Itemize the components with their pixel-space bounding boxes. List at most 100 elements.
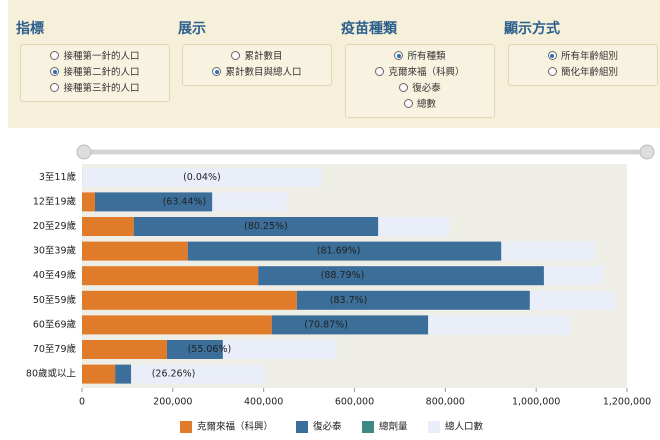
x-tick-label: 400,000 bbox=[244, 397, 283, 408]
y-tick-label: 12至19歲 bbox=[33, 195, 77, 207]
radio-option[interactable]: 總數 bbox=[346, 97, 494, 113]
legend-label: 總人口數 bbox=[445, 421, 484, 433]
radio-button[interactable] bbox=[399, 83, 409, 92]
bar-segment bbox=[187, 241, 502, 261]
population-bar bbox=[82, 167, 322, 187]
legend-swatch bbox=[428, 421, 440, 433]
legend-label: 復必泰 bbox=[313, 421, 342, 433]
y-tick-label: 40至49歲 bbox=[33, 269, 77, 281]
bar-segment bbox=[82, 217, 134, 236]
group-title: 疫苗種類 bbox=[341, 21, 397, 37]
bar-segment bbox=[82, 364, 116, 384]
options-box: 所有種類克爾來福（科興） 復必泰總數 bbox=[345, 44, 495, 118]
slider-handle[interactable] bbox=[76, 144, 92, 160]
radio-option[interactable]: 累計數目與總人口 bbox=[183, 65, 331, 81]
bar-segment bbox=[82, 192, 95, 212]
bar-segment bbox=[133, 217, 379, 236]
x-tick-label: 1,000,000 bbox=[512, 397, 560, 408]
bar-segment bbox=[82, 315, 272, 335]
option-label[interactable]: 克爾來福（科興） bbox=[388, 67, 465, 78]
x-tick-label: 200,000 bbox=[153, 397, 192, 408]
bar-segment bbox=[82, 266, 259, 286]
radio-button[interactable] bbox=[394, 51, 404, 60]
x-tick-label: 800,000 bbox=[426, 397, 465, 408]
coverage-label: (63.44%) bbox=[163, 196, 207, 207]
control-group: 展示累計數目累計數目與總人口 bbox=[178, 18, 332, 86]
bar-segment bbox=[258, 266, 544, 286]
x-tick-label: 1,200,000 bbox=[603, 397, 651, 408]
bar-segment bbox=[94, 192, 213, 212]
options-box: 所有年齡組別 簡化年齡組別 bbox=[508, 44, 658, 86]
y-tick-label: 30至39歲 bbox=[33, 245, 77, 257]
bar-segment bbox=[296, 290, 530, 310]
radio-option[interactable]: 累計數目 bbox=[183, 49, 331, 65]
coverage-label: (70.87%) bbox=[304, 319, 348, 330]
bar-segment bbox=[82, 340, 167, 359]
legend-label: 總劑量 bbox=[379, 421, 408, 433]
option-label[interactable]: 接種第一針的人口 bbox=[63, 51, 140, 62]
radio-button[interactable] bbox=[547, 67, 557, 76]
group-title: 顯示方式 bbox=[504, 21, 560, 37]
coverage-label: (0.04%) bbox=[183, 172, 221, 183]
y-tick-label: 70至79歲 bbox=[33, 343, 77, 355]
legend-swatch bbox=[180, 421, 192, 433]
control-group: 指標接種第一針的人口 接種第二針的人口 接種第三針的人口 bbox=[16, 18, 170, 102]
radio-button[interactable] bbox=[50, 51, 60, 60]
option-label[interactable]: 所有種類 bbox=[407, 51, 446, 62]
chart: 0 200,000 400,000 600,000 800,000 1,000,000 1,… bbox=[26, 144, 655, 433]
option-label[interactable]: 接種第三針的人口 bbox=[63, 83, 140, 94]
bar-segment bbox=[271, 315, 429, 335]
bar-segment bbox=[166, 340, 223, 359]
radio-option[interactable]: 接種第二針的人口 bbox=[21, 65, 169, 81]
coverage-label: (26.26%) bbox=[152, 369, 196, 380]
control-group: 顯示方式所有年齡組別 簡化年齡組別 bbox=[504, 18, 658, 86]
radio-option[interactable]: 克爾來福（科興） bbox=[346, 65, 494, 81]
radio-button[interactable] bbox=[212, 67, 222, 76]
x-tick-label: 600,000 bbox=[335, 397, 374, 408]
control-group: 疫苗種類所有種類克爾來福（科興） 復必泰總數 bbox=[341, 18, 495, 118]
option-label[interactable]: 簡化年齡組別 bbox=[560, 67, 618, 78]
legend-label: 克爾來福（科興） bbox=[197, 421, 273, 433]
radio-option[interactable]: 所有種類 bbox=[346, 49, 494, 65]
y-tick-label: 60至69歲 bbox=[33, 318, 77, 330]
group-title: 指標 bbox=[16, 21, 44, 37]
option-label[interactable]: 累計數目與總人口 bbox=[225, 67, 302, 78]
options-box: 累計數目累計數目與總人口 bbox=[182, 44, 332, 86]
option-label[interactable]: 接種第二針的人口 bbox=[63, 67, 140, 78]
x-tick-label: 0 bbox=[79, 397, 85, 408]
radio-button[interactable] bbox=[403, 99, 413, 108]
option-label[interactable]: 累計數目 bbox=[244, 51, 283, 62]
coverage-label: (83.7%) bbox=[330, 295, 368, 306]
bar-segment bbox=[82, 241, 188, 261]
radio-option[interactable]: 接種第三針的人口 bbox=[21, 81, 169, 97]
radio-button[interactable] bbox=[375, 67, 385, 76]
slider-handle[interactable] bbox=[639, 144, 655, 160]
legend-swatch bbox=[362, 421, 374, 433]
radio-option[interactable]: 接種第一針的人口 bbox=[21, 49, 169, 65]
filter-panel: 指標 接種第一針的人口 接種第二針的人口 接種第三針的人口 展示 累計數目 累計數目與總人口… bbox=[8, 0, 660, 128]
radio-button[interactable] bbox=[547, 51, 557, 60]
radio-option[interactable]: 復必泰 bbox=[346, 81, 494, 97]
bar-segment bbox=[115, 364, 132, 384]
y-tick-label: 20至29歲 bbox=[33, 220, 77, 232]
bar-segment bbox=[82, 290, 297, 310]
coverage-label: (80.25%) bbox=[244, 221, 288, 232]
radio-option[interactable]: 簡化年齡組別 bbox=[509, 65, 657, 81]
coverage-label: (88.79%) bbox=[321, 270, 365, 281]
y-tick-label: 3至11歲 bbox=[39, 171, 77, 183]
legend-swatch bbox=[296, 421, 308, 433]
radio-button[interactable] bbox=[50, 67, 60, 76]
coverage-label: (55.06%) bbox=[188, 344, 232, 355]
group-title: 展示 bbox=[178, 21, 206, 37]
option-label[interactable]: 總數 bbox=[416, 99, 436, 110]
y-tick-label: 50至59歲 bbox=[33, 294, 77, 306]
coverage-label: (81.69%) bbox=[317, 246, 361, 257]
option-label[interactable]: 所有年齡組別 bbox=[560, 51, 618, 62]
y-tick-label: 80歲或以上 bbox=[26, 368, 77, 380]
option-label[interactable]: 復必泰 bbox=[412, 83, 441, 94]
radio-button[interactable] bbox=[231, 51, 241, 60]
options-box: 接種第一針的人口 接種第二針的人口 接種第三針的人口 bbox=[20, 44, 170, 102]
radio-option[interactable]: 所有年齡組別 bbox=[509, 49, 657, 65]
radio-button[interactable] bbox=[50, 83, 60, 92]
